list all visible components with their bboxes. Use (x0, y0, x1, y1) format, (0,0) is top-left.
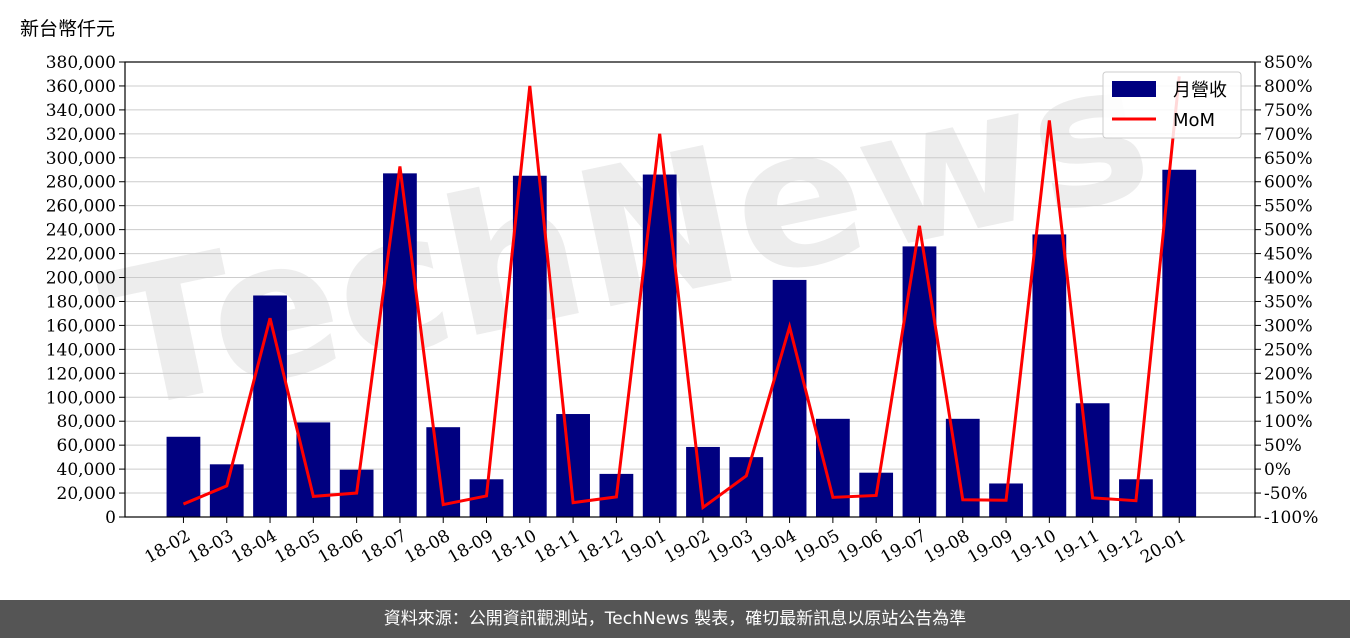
y-left-tick-label: 120,000 (46, 364, 116, 384)
y-left-tick-label: 320,000 (46, 125, 116, 145)
y-left-tick-label: 360,000 (46, 77, 116, 97)
x-tick-label: 18-11 (531, 526, 583, 568)
x-tick-label: 18-03 (185, 526, 237, 568)
x-tick-label: 19-02 (661, 526, 713, 568)
y-right-tick-label: 850% (1264, 53, 1313, 73)
y-right-tick-label: 400% (1264, 269, 1313, 289)
x-tick-label: 19-07 (878, 526, 930, 568)
y-left-tick-label: 0 (105, 508, 116, 528)
x-tick-label: 18-05 (271, 526, 323, 568)
x-tick-label: 18-06 (315, 526, 367, 568)
x-tick-label: 18-10 (488, 526, 540, 568)
x-tick-label: 18-04 (228, 526, 280, 568)
y-left-tick-label: 300,000 (46, 149, 116, 169)
bar-20-01 (1162, 169, 1197, 517)
bar-18-05 (296, 422, 331, 517)
x-tick-label: 19-11 (1051, 526, 1103, 568)
source-footer: 資料來源：公開資訊觀測站，TechNews 製表，確切最新訊息以原站公告為準 (0, 600, 1350, 638)
watermark: TechNews (86, 18, 1166, 454)
chart-area: TechNews 0 20,000 40,000 60,000 80,000 100,00… (46, 18, 1319, 568)
y-left-tick-label: 260,000 (46, 197, 116, 217)
y-right-tick-label: 800% (1264, 77, 1313, 97)
bar-19-05 (815, 418, 850, 517)
y-left-tick-label: 40,000 (57, 460, 116, 480)
y-right-tick-label: 700% (1264, 125, 1313, 145)
x-tick-label: 18-12 (574, 526, 626, 568)
y-left-tick-label: 380,000 (46, 53, 116, 73)
y-left-tick-label: 100,000 (46, 388, 116, 408)
bar-18-10 (512, 175, 547, 517)
bar-18-04 (253, 295, 287, 517)
y-axis-unit-label: 新台幣仟元 (20, 18, 116, 40)
x-tick-label: 19-12 (1094, 526, 1146, 568)
y-right-tick-label: 450% (1264, 245, 1313, 265)
x-tick-label: 19-08 (921, 526, 973, 568)
y-left-tick-label: 280,000 (46, 173, 116, 193)
mom-line-series (182, 76, 1181, 511)
y-left-tick-label: 160,000 (46, 316, 116, 336)
y-right-tick-label: 200% (1264, 364, 1313, 384)
legend-label-line: MoM (1173, 110, 1215, 131)
y-right-tick-label: 0% (1264, 460, 1291, 480)
y-left-tick-label: 220,000 (46, 245, 116, 265)
y-right-tick-label: 500% (1264, 221, 1313, 241)
watermark-text: TechNews (86, 18, 1166, 454)
y-right-tick-label: 150% (1264, 388, 1313, 408)
bar-19-10 (1032, 234, 1067, 517)
x-tick-label: 19-03 (704, 526, 756, 568)
x-tick-label: 19-01 (618, 526, 670, 568)
x-tick-label: 18-02 (141, 526, 193, 568)
y-left-tick-label: 340,000 (46, 101, 116, 121)
y-left-tick-label: 80,000 (57, 412, 116, 432)
x-tick-label: 18-07 (358, 526, 410, 568)
x-tick-label: 18-08 (401, 526, 453, 568)
legend-swatch-bar (1112, 81, 1156, 97)
mom-line (182, 76, 1181, 511)
x-tick-label: 19-10 (1007, 526, 1059, 568)
y-right-tick-label: 100% (1264, 412, 1313, 432)
y-right-tick-label: 50% (1264, 436, 1302, 456)
bar-18-02 (166, 436, 201, 517)
x-tick-label: 19-04 (748, 526, 800, 568)
y-left-tick-label: 140,000 (46, 340, 116, 360)
y-right-tick-label: 300% (1264, 316, 1313, 336)
bar-19-04 (772, 279, 807, 517)
x-tick-label: 18-09 (445, 526, 497, 568)
x-tick-label: 20-01 (1137, 526, 1189, 568)
y-left-tick-label: 180,000 (46, 292, 116, 312)
legend-label-bar: 月營收 (1173, 80, 1227, 101)
y-right-tick-label: 350% (1264, 292, 1313, 312)
x-tick-label: 19-05 (791, 526, 843, 568)
y-right-tick-label: 250% (1264, 340, 1313, 360)
y-right-tick-label: -100% (1264, 508, 1318, 528)
y-right-tick-label: 550% (1264, 197, 1313, 217)
y-right-tick-label: 650% (1264, 149, 1313, 169)
bar-19-03 (729, 457, 764, 517)
x-tick-label: 19-09 (964, 526, 1016, 568)
y-left-tick-label: 20,000 (57, 484, 116, 504)
plot-frame (124, 61, 1256, 518)
y-right-tick-label: 600% (1264, 173, 1313, 193)
legend: 月營收 MoM (1102, 71, 1242, 139)
x-tick-label: 19-06 (834, 526, 886, 568)
y-left-tick-label: 200,000 (46, 269, 116, 289)
y-left-tick-label: 60,000 (57, 436, 116, 456)
bar-18-07 (383, 173, 417, 517)
y-left-tick-label: 240,000 (46, 221, 116, 241)
y-right-tick-label: -50% (1264, 484, 1308, 504)
bar-series (166, 169, 1197, 518)
bar-19-07 (902, 246, 937, 518)
y-right-tick-label: 750% (1264, 101, 1313, 121)
